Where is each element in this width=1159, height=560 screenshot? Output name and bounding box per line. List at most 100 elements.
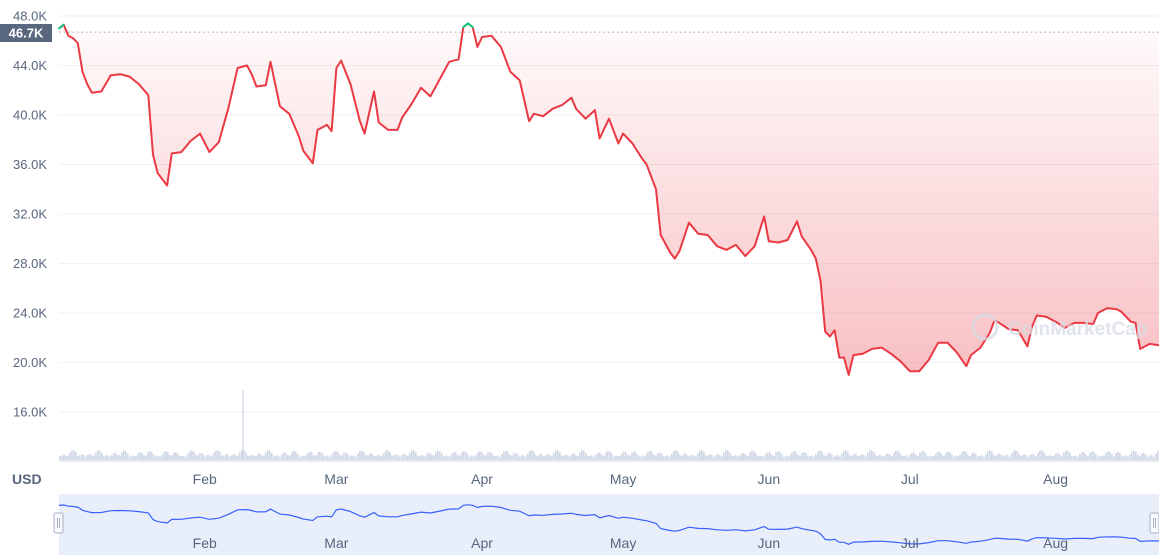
volume-bar [775, 452, 777, 460]
volume-bar [1033, 454, 1035, 460]
volume-bar [901, 455, 903, 460]
volume-bar [459, 455, 461, 460]
volume-bar [591, 455, 593, 460]
volume-bar [963, 450, 965, 460]
volume-bar [227, 454, 229, 460]
volume-bar [985, 454, 987, 460]
volume-bar [451, 453, 453, 460]
volume-bar [969, 456, 971, 460]
volume-bar [835, 455, 837, 460]
volume-bar [1107, 451, 1109, 460]
volume-bar [665, 455, 667, 460]
navigator-right-handle[interactable] [1149, 512, 1159, 534]
volume-bar [1085, 454, 1087, 460]
volume-bar [255, 455, 257, 460]
volume-bar [937, 451, 939, 460]
volume-bar [997, 453, 999, 460]
navigator-tick-label: Aug [1043, 535, 1068, 551]
volume-bar [767, 452, 769, 460]
volume-bar [1041, 450, 1043, 460]
volume-bar [607, 450, 609, 460]
volume-bar [253, 455, 255, 460]
volume-bar [803, 451, 805, 460]
volume-bar [705, 455, 707, 460]
navigator-left-handle[interactable] [53, 512, 64, 534]
y-tick-label: 44.0K [13, 58, 47, 73]
grid [59, 15, 1159, 413]
volume-bar [91, 455, 93, 460]
volume-bar [179, 455, 181, 460]
volume-bar [81, 454, 83, 460]
price-line[interactable] [58, 22, 1159, 376]
volume-bar [363, 451, 365, 460]
volume-bar [83, 455, 85, 460]
price-line-down[interactable] [58, 22, 1159, 376]
volume-bar [931, 455, 933, 460]
volume-bar [823, 454, 825, 460]
volume-bar [195, 455, 197, 460]
volume-bar [1129, 454, 1131, 460]
volume-bar [645, 454, 647, 460]
volume-bar [423, 456, 425, 460]
navigator-window[interactable] [59, 494, 1159, 555]
volume-bar [979, 455, 981, 460]
volume-bar [987, 451, 989, 460]
volume-bar [843, 450, 845, 460]
volume-bar [923, 451, 925, 460]
price-line-up-segment[interactable] [58, 23, 65, 30]
volume-bar [457, 454, 459, 460]
volume-bar [191, 450, 193, 460]
volume-bar [993, 454, 995, 460]
volume-bar [155, 456, 157, 460]
volume-bar [973, 452, 975, 460]
volume-bar [561, 455, 563, 460]
volume-bar [899, 452, 901, 460]
volume-bar [1009, 456, 1011, 460]
volume-bar [1139, 456, 1141, 460]
volume-bar [185, 456, 187, 460]
volume-bar [989, 450, 991, 460]
volume-bar [403, 453, 405, 460]
volume-bar [663, 456, 665, 460]
volume-bar [1083, 452, 1085, 460]
volume-bar [853, 453, 855, 460]
volume-bar [869, 450, 871, 460]
volume-bar [357, 453, 359, 460]
volume-bar [1149, 455, 1151, 460]
volume-bar [911, 452, 913, 460]
volume-bar [753, 450, 755, 460]
volume-bar [261, 455, 263, 460]
volume-bar [907, 456, 909, 460]
volume-bar [1021, 456, 1023, 460]
volume-bar [1117, 451, 1119, 460]
volume-bar [213, 453, 215, 460]
volume-bar [541, 454, 543, 460]
volume-bar [295, 451, 297, 460]
x-tick-label: Feb [193, 471, 217, 487]
volume-bar [965, 451, 967, 460]
current-price-badge: 46.7K [0, 24, 52, 42]
volume-bar [1135, 451, 1137, 460]
price-line-up-segment[interactable] [466, 22, 474, 29]
volume-bar [293, 450, 295, 460]
volume-bar [1061, 456, 1063, 460]
volume-bar [381, 456, 383, 460]
volume-bar [699, 450, 701, 460]
volume-bar [557, 450, 559, 460]
volume-bar [819, 450, 821, 460]
volume-bar [163, 452, 165, 460]
volume-bar [1091, 451, 1093, 460]
volume-bar [521, 455, 523, 460]
volume-bar [943, 456, 945, 460]
volume-bar [953, 456, 955, 460]
x-tick-label: Aug [1043, 471, 1068, 487]
volume-bar [603, 455, 605, 460]
volume-bar [1103, 455, 1105, 460]
volume-bar [513, 453, 515, 460]
range-navigator[interactable]: Feb Mar Apr May Jun Jul Aug [53, 494, 1159, 555]
volume-bar [1003, 456, 1005, 460]
volume-bar [1153, 456, 1155, 460]
volume-bar [99, 450, 101, 460]
volume-bar [233, 454, 235, 460]
